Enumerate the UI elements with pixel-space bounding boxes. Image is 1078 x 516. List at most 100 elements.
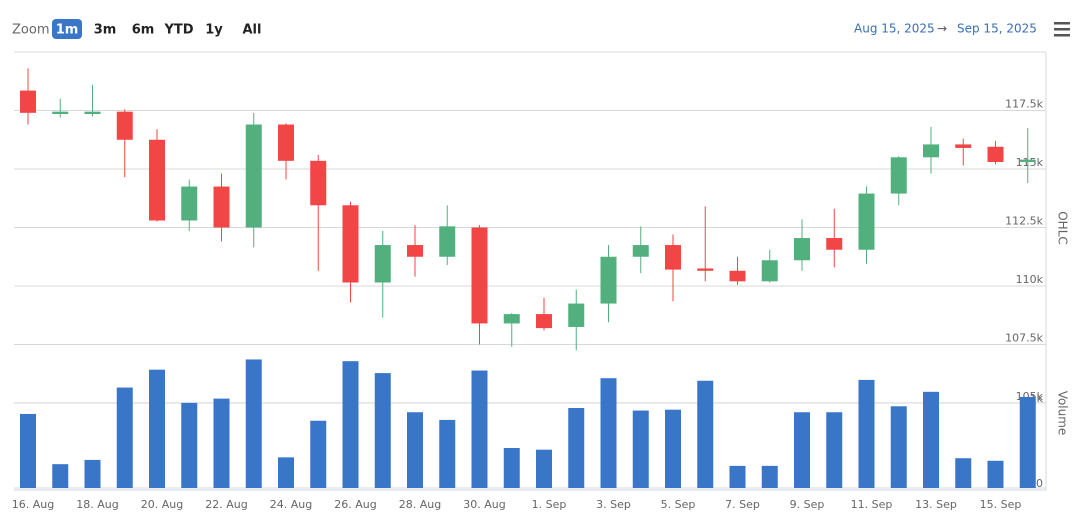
volume-bar (471, 370, 488, 488)
x-tick-label: 7. Sep (725, 498, 760, 511)
volume-bar (116, 387, 133, 488)
candle-body (245, 124, 262, 228)
candle-body (923, 144, 939, 158)
range-to[interactable]: Sep 15, 2025 (957, 22, 1037, 36)
candle-body (213, 186, 230, 228)
x-tick-label: 13. Sep (915, 498, 957, 511)
volume-bar (84, 459, 101, 488)
y-axis-title: OHLC (1056, 211, 1070, 245)
candle-body (761, 260, 778, 282)
volume-bar (826, 412, 843, 488)
candle-body (342, 205, 359, 283)
candle-body (181, 186, 198, 221)
zoom-button-bg (52, 19, 82, 39)
candle-body (955, 144, 972, 148)
candle-body (987, 146, 1004, 162)
candle-body (471, 227, 488, 324)
zoom-button[interactable]: 1y (205, 23, 223, 38)
candle-body (890, 157, 907, 194)
volume-bar (536, 449, 552, 488)
volume-bar (278, 457, 294, 488)
zoom-button[interactable]: 1m (56, 23, 79, 38)
menu-bar (1054, 28, 1070, 31)
candle-body (439, 226, 456, 257)
candle-body (697, 268, 714, 271)
volume-bar (503, 447, 520, 488)
volume-bar (310, 420, 327, 488)
x-tick-label: 24. Aug (270, 498, 312, 511)
x-tick-label: 15. Sep (980, 498, 1022, 511)
candle-body (794, 238, 810, 261)
menu-bar (1054, 34, 1070, 37)
x-tick-label: 26. Aug (334, 498, 376, 511)
candle-body (536, 314, 552, 329)
candle-body (310, 160, 327, 206)
x-tick-label: 1. Sep (532, 498, 567, 511)
range-from[interactable]: Aug 15, 2025 (854, 22, 935, 36)
candle-body (632, 245, 649, 257)
volume-bar (149, 369, 165, 488)
candle-body (600, 256, 617, 304)
volume-bar (955, 458, 972, 488)
zoom-button[interactable]: All (243, 23, 262, 38)
x-tick-label: 28. Aug (399, 498, 441, 511)
candle-body (826, 238, 843, 250)
volume-bar (923, 391, 939, 488)
candle-body (278, 124, 294, 161)
volume-bar (374, 373, 391, 488)
x-tick-label: 18. Aug (76, 498, 118, 511)
y-tick-label: 110k (1016, 273, 1044, 286)
x-tick-label: 20. Aug (141, 498, 183, 511)
candle-body (374, 245, 391, 283)
y-tick-label: 115k (1016, 156, 1044, 169)
volume-bar (890, 406, 907, 488)
candle-body (116, 111, 133, 140)
volume-bar (600, 378, 617, 488)
volume-bar (213, 398, 230, 488)
zoom-button[interactable]: 6m (132, 23, 155, 38)
menu-bar (1054, 22, 1070, 25)
y2-axis-title: Volume (1056, 391, 1070, 436)
y2-tick-label: 0 (1036, 477, 1043, 490)
candle-body (149, 139, 165, 221)
candle-body (503, 314, 520, 324)
candle-body (1019, 159, 1036, 162)
volume-bar (858, 379, 875, 488)
volume-bar (245, 359, 262, 488)
candle-body (568, 303, 585, 327)
y-tick-label: 112.5k (1005, 215, 1043, 228)
volume-bar (181, 402, 198, 488)
x-tick-label: 16. Aug (12, 498, 54, 511)
volume-bar (729, 465, 746, 488)
zoom-label: Zoom (12, 23, 49, 38)
volume-bar (632, 410, 649, 488)
volume-bar (665, 409, 681, 488)
candle-body (665, 245, 681, 270)
x-tick-label: 22. Aug (205, 498, 247, 511)
x-tick-label: 3. Sep (596, 498, 631, 511)
candle-body (858, 193, 875, 250)
volume-bar (20, 413, 36, 488)
candle-body (407, 245, 423, 257)
candle-body (52, 111, 69, 115)
zoom-button[interactable]: 3m (94, 23, 117, 38)
x-tick-label: 11. Sep (851, 498, 893, 511)
volume-bar (697, 380, 714, 488)
candle-body (729, 270, 746, 282)
candle-body (84, 111, 101, 115)
volume-bar (439, 419, 456, 488)
zoom-button[interactable]: YTD (163, 23, 193, 38)
y-tick-label: 117.5k (1005, 98, 1043, 111)
x-tick-label: 5. Sep (661, 498, 696, 511)
candle-body (20, 90, 36, 113)
x-tick-label: 9. Sep (790, 498, 825, 511)
volume-bar (1019, 396, 1036, 488)
range-arrow: → (937, 22, 947, 36)
y-tick-label: 107.5k (1005, 332, 1043, 345)
volume-bar (987, 460, 1004, 488)
volume-bar (761, 465, 778, 488)
volume-bar (407, 412, 423, 488)
menu-icon[interactable] (1054, 22, 1070, 37)
